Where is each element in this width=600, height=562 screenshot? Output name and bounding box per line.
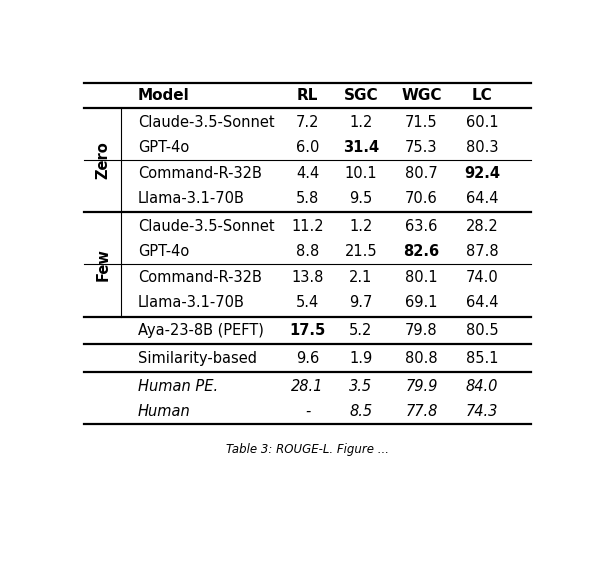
Text: 80.1: 80.1 [405,270,438,285]
Text: 28.2: 28.2 [466,219,498,234]
Text: Zero: Zero [95,142,110,179]
Text: Similarity-based: Similarity-based [138,351,257,366]
Text: Command-R-32B: Command-R-32B [138,166,262,181]
Text: RL: RL [297,88,318,103]
Text: 17.5: 17.5 [289,323,326,338]
Text: 79.9: 79.9 [405,378,437,393]
Text: Llama-3.1-70B: Llama-3.1-70B [138,296,245,310]
Text: 5.8: 5.8 [296,191,319,206]
Text: 74.0: 74.0 [466,270,498,285]
Text: Human PE.: Human PE. [138,378,218,393]
Text: 63.6: 63.6 [405,219,437,234]
Text: 75.3: 75.3 [405,139,437,155]
Text: 64.4: 64.4 [466,296,498,310]
Text: LC: LC [472,88,492,103]
Text: 1.2: 1.2 [349,115,373,129]
Text: 5.4: 5.4 [296,296,319,310]
Text: Claude-3.5-Sonnet: Claude-3.5-Sonnet [138,115,274,129]
Text: 10.1: 10.1 [344,166,377,181]
Text: 9.5: 9.5 [349,191,373,206]
Text: 69.1: 69.1 [405,296,437,310]
Text: 80.3: 80.3 [466,139,498,155]
Text: 13.8: 13.8 [292,270,323,285]
Text: Command-R-32B: Command-R-32B [138,270,262,285]
Text: 74.3: 74.3 [466,404,498,419]
Text: 5.2: 5.2 [349,323,373,338]
Text: 92.4: 92.4 [464,166,500,181]
Text: 4.4: 4.4 [296,166,319,181]
Text: 31.4: 31.4 [343,139,379,155]
Text: Table 3: ROUGE-L. Figure ...: Table 3: ROUGE-L. Figure ... [226,443,389,456]
Text: 8.5: 8.5 [349,404,373,419]
Text: 80.5: 80.5 [466,323,498,338]
Text: 84.0: 84.0 [466,378,498,393]
Text: 11.2: 11.2 [291,219,324,234]
Text: Llama-3.1-70B: Llama-3.1-70B [138,191,245,206]
Text: 79.8: 79.8 [405,323,438,338]
Text: Few: Few [95,248,110,281]
Text: 80.8: 80.8 [405,351,438,366]
Text: GPT-4o: GPT-4o [138,139,189,155]
Text: 28.1: 28.1 [292,378,323,393]
Text: 8.8: 8.8 [296,244,319,259]
Text: 77.8: 77.8 [405,404,437,419]
Text: 1.2: 1.2 [349,219,373,234]
Text: 70.6: 70.6 [405,191,438,206]
Text: 85.1: 85.1 [466,351,498,366]
Text: Human: Human [138,404,191,419]
Text: Claude-3.5-Sonnet: Claude-3.5-Sonnet [138,219,274,234]
Text: 21.5: 21.5 [344,244,377,259]
Text: 87.8: 87.8 [466,244,498,259]
Text: 6.0: 6.0 [296,139,319,155]
Text: 82.6: 82.6 [403,244,439,259]
Text: 9.7: 9.7 [349,296,373,310]
Text: 7.2: 7.2 [296,115,319,129]
Text: SGC: SGC [344,88,378,103]
Text: Aya-23-8B (PEFT): Aya-23-8B (PEFT) [138,323,263,338]
Text: 1.9: 1.9 [349,351,373,366]
Text: 80.7: 80.7 [405,166,438,181]
Text: -: - [305,404,310,419]
Text: GPT-4o: GPT-4o [138,244,189,259]
Text: 71.5: 71.5 [405,115,438,129]
Text: 2.1: 2.1 [349,270,373,285]
Text: Model: Model [138,88,190,103]
Text: 60.1: 60.1 [466,115,498,129]
Text: WGC: WGC [401,88,442,103]
Text: 3.5: 3.5 [349,378,373,393]
Text: 9.6: 9.6 [296,351,319,366]
Text: 64.4: 64.4 [466,191,498,206]
